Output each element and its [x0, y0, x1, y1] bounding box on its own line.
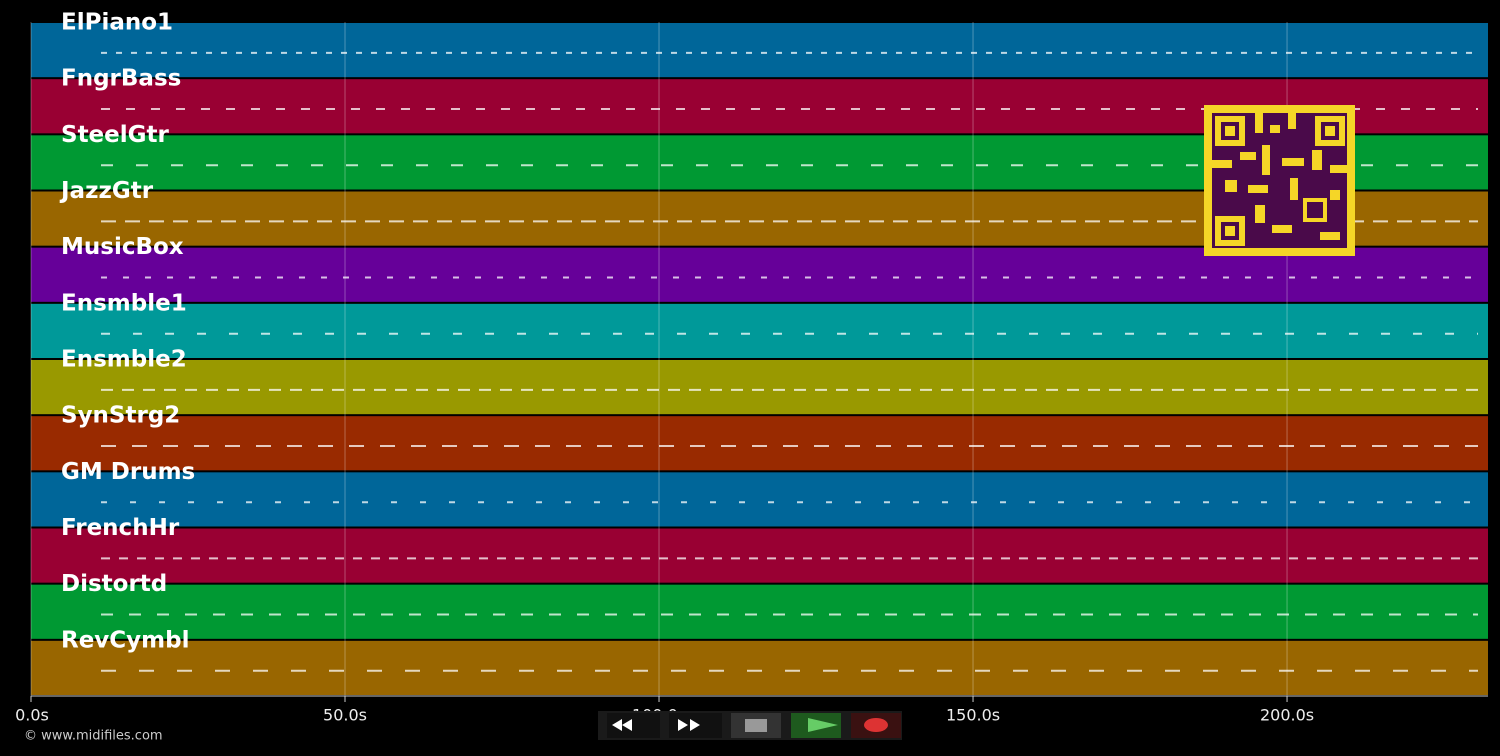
track-lane: [31, 472, 1488, 527]
qr-code: [1204, 105, 1355, 256]
track-name: FrenchHr: [61, 515, 180, 541]
track-name: RevCymbl: [61, 627, 190, 653]
transport-controls: [598, 711, 902, 740]
track-lane: [31, 584, 1488, 639]
track-name: Distortd: [61, 571, 167, 597]
track-lane: [31, 247, 1488, 302]
track-name: SteelGtr: [61, 122, 170, 148]
forward-button[interactable]: [669, 713, 722, 738]
track-name: MusicBox: [61, 234, 184, 260]
track-name: Ensmble2: [61, 347, 187, 373]
play-button[interactable]: [791, 713, 841, 738]
track-lane: [31, 360, 1488, 415]
rewind-button[interactable]: [607, 713, 660, 738]
track-lane: [31, 23, 1488, 78]
track-name: ElPiano1: [61, 10, 173, 36]
track-name: GM Drums: [61, 459, 195, 485]
tick-label: 0.0s: [15, 706, 49, 725]
tick-label: 200.0s: [1260, 706, 1314, 725]
tick-label: 50.0s: [323, 706, 367, 725]
track-lane: [31, 640, 1488, 695]
track-name: JazzGtr: [59, 178, 154, 204]
track-lane: [31, 303, 1488, 358]
track-name: Ensmble1: [61, 290, 187, 316]
copyright: © www.midifiles.com: [24, 729, 163, 744]
stop-button[interactable]: [731, 713, 781, 738]
record-button[interactable]: [851, 713, 901, 738]
track-name: FngrBass: [61, 66, 181, 92]
track-lane: [31, 416, 1488, 471]
tick-label: 150.0s: [946, 706, 1000, 725]
track-name: SynStrg2: [61, 403, 180, 429]
track-lane: [31, 528, 1488, 583]
